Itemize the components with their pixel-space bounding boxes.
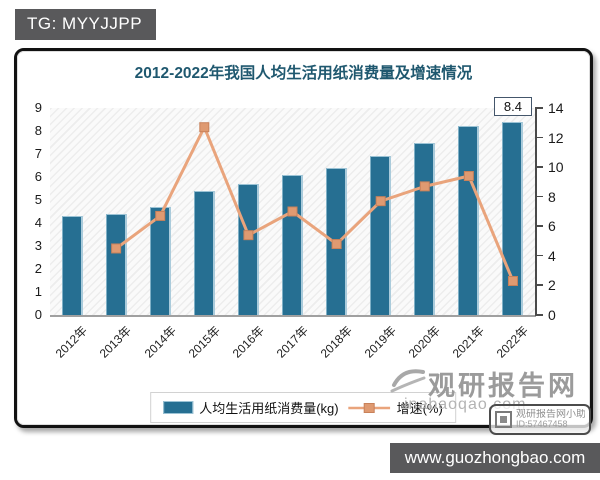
right-axis-tick-label: 14 [548,100,564,116]
left-axis-tick-label: 3 [34,238,42,253]
right-axis-tick [535,136,543,139]
left-axis-tick-label: 0 [34,307,42,322]
right-axis-tick-label: 0 [548,307,556,323]
chart-legend: 人均生活用纸消费量(kg) 增速(%) [150,392,456,423]
right-axis-tick [535,314,543,316]
legend-item-line: 增速(%) [348,398,443,417]
footer-url-bar: www.guozhongbao.com [390,443,600,473]
right-axis-tick [535,107,543,109]
right-axis-tick-label: 2 [548,277,556,294]
line-marker-icon [243,230,254,241]
watermark-logo-icon [390,369,426,393]
source-tag-label: TG: MYYJJPP [27,14,143,33]
growth-line-series [111,122,518,286]
line-marker-icon [111,243,122,254]
line-marker-icon [199,122,210,133]
chart-title: 2012-2022年我国人均生活用纸消费量及增速情况 [134,65,473,82]
watermark-site-name: 观研报告网 [428,371,578,401]
line-marker-icon [419,181,430,192]
bar-2012年 [61,216,83,315]
left-axis-tick-label: 5 [34,192,42,207]
legend-bar-label: 人均生活用纸消费量(kg) [199,401,339,416]
right-axis-tick [535,166,543,168]
right-axis-tick [535,195,543,198]
footer-url-text: www.guozhongbao.com [404,448,586,467]
line-marker-icon [155,210,166,221]
source-tag-badge: TG: MYYJJPP [15,9,157,40]
x-axis-line [50,315,536,317]
data-label-2022年: 8.4 [493,97,532,116]
bar-2015年 [193,190,215,315]
legend-line-label: 增速(%) [396,401,443,416]
left-axis-tick-label: 2 [34,261,42,276]
watermark-assistant-badge: 观研报告网小助手 ID:57467458 [489,404,591,435]
qr-code-icon [495,411,512,428]
right-axis-tick-label: 4 [548,247,556,264]
right-axis-line [535,108,537,316]
bar-series-swatch-icon [163,401,194,414]
right-axis-tick [535,284,543,286]
line-marker-icon [375,196,386,207]
bar-2019年 [370,156,392,315]
left-axis-tick-label: 9 [34,100,42,115]
bar-2017年 [282,174,303,315]
right-axis-tick [535,225,543,227]
right-axis-tick-label: 10 [548,159,564,176]
bar-2016年 [237,183,259,315]
line-marker-icon [287,206,298,217]
line-series-marker-icon [348,402,391,413]
left-axis-tick-label: 8 [34,123,42,138]
bar-2021年 [458,126,480,315]
left-axis-tick-label: 7 [34,146,42,161]
badge-title: 观研报告网小助手 [516,409,585,421]
left-axis-tick-label: 4 [34,215,42,230]
left-axis-tick-label: 6 [34,169,42,184]
right-axis-tick-label: 12 [548,129,564,146]
bar-2013年 [105,213,127,315]
line-marker-icon [463,171,474,182]
bar-2014年 [149,206,171,315]
right-axis-tick-label: 6 [548,218,556,235]
left-axis-tick-label: 1 [34,284,42,299]
line-marker-icon [507,275,518,286]
right-axis-tick [535,254,543,257]
legend-item-bar: 人均生活用纸消费量(kg) [163,398,339,417]
badge-id: ID:57467458 [516,419,568,430]
line-marker-icon [331,239,342,250]
right-axis-tick-label: 8 [548,188,556,205]
